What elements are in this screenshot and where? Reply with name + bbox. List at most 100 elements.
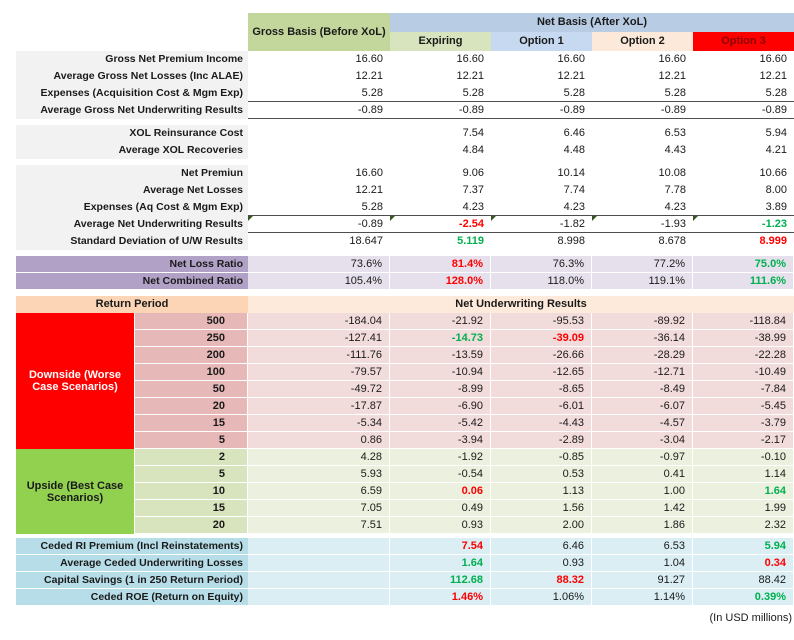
table-row: Standard Deviation of U/W Results18.6475…	[16, 233, 794, 250]
upside-label: Upside (Best Case Scenarios)	[16, 449, 135, 534]
return-period-value: 15	[135, 415, 248, 432]
cell-option-1: 2.00	[491, 517, 592, 534]
cell-expiring: -0.54	[390, 466, 491, 483]
cell-option-2: 77.2%	[592, 256, 693, 273]
cell-option-2: 4.23	[592, 199, 693, 216]
table-header: Gross Basis (Before XoL) Net Basis (Afte…	[16, 13, 794, 51]
cell-gross: 5.93	[248, 466, 390, 483]
cell-option-1: 76.3%	[491, 256, 592, 273]
table-row: Average Net Losses12.217.377.747.788.00	[16, 182, 794, 199]
cell-option-3: 1.14	[693, 466, 794, 483]
return-period-header: Return Period	[16, 296, 248, 313]
cell-option-1: -12.65	[491, 364, 592, 381]
return-period-value: 500	[135, 313, 248, 330]
return-period-value: 50	[135, 381, 248, 398]
cell-expiring: 112.68	[390, 572, 491, 589]
cell-option-2: -12.71	[592, 364, 693, 381]
cell-option-3: 8.999	[693, 233, 794, 250]
cell-option-3: 16.60	[693, 51, 794, 68]
table-row: Gross Net Premium Income16.6016.6016.601…	[16, 51, 794, 68]
cell-option-1: -1.82	[491, 216, 592, 233]
cell-option-3: -7.84	[693, 381, 794, 398]
cell-option-3: 4.21	[693, 142, 794, 159]
cell-option-2: 1.00	[592, 483, 693, 500]
return-period-value: 250	[135, 330, 248, 347]
column-headers: Expiring Option 1 Option 2 Option 3	[390, 32, 794, 51]
cell-option-3: 1.99	[693, 500, 794, 517]
table-row: Average Ceded Underwriting Losses1.640.9…	[16, 555, 794, 572]
cell-option-3: -118.84	[693, 313, 794, 330]
row-label-ceded-ri-premium-incl-reinstatements: Ceded RI Premium (Incl Reinstatements)	[16, 538, 248, 555]
cell-option-1: -26.66	[491, 347, 592, 364]
table-row: Net Combined Ratio105.4%128.0%118.0%119.…	[16, 273, 794, 290]
table-row: 55.93-0.540.530.411.14	[135, 466, 794, 483]
cell-option-2: -28.29	[592, 347, 693, 364]
cell-gross: 16.60	[248, 165, 390, 182]
cell-gross: 105.4%	[248, 273, 390, 290]
cell-expiring: 7.54	[390, 538, 491, 555]
cell-option-2: -36.14	[592, 330, 693, 347]
table-row: Average Gross Net Underwriting Results-0…	[16, 102, 794, 119]
cell-option-2: 1.42	[592, 500, 693, 517]
section-net-summary: Net Premiun16.609.0610.1410.0810.66Avera…	[16, 165, 794, 250]
cell-option-2: -89.92	[592, 313, 693, 330]
cell-option-2: 1.04	[592, 555, 693, 572]
cell-gross	[248, 555, 390, 572]
cell-gross: -0.89	[248, 102, 390, 119]
cell-expiring: 7.54	[390, 125, 491, 142]
cell-option-1: 1.13	[491, 483, 592, 500]
gross-basis-header: Gross Basis (Before XoL)	[248, 13, 390, 51]
cell-option-2: -6.07	[592, 398, 693, 415]
cell-option-3: 5.94	[693, 538, 794, 555]
reinsurance-analysis-spreadsheet: Gross Basis (Before XoL) Net Basis (Afte…	[16, 13, 794, 624]
cell-gross: -5.34	[248, 415, 390, 432]
table-row: Average Gross Net Losses (Inc ALAE)12.21…	[16, 68, 794, 85]
table-row: Ceded RI Premium (Incl Reinstatements) 7.…	[16, 538, 794, 555]
downside-label: Downside (Worse Case Scenarios)	[16, 313, 135, 449]
column-header-expiring: Expiring	[390, 32, 491, 51]
cell-option-2: 6.53	[592, 538, 693, 555]
cell-gross: -0.89	[248, 216, 390, 233]
table-row: 207.510.932.001.862.32	[135, 517, 794, 534]
cell-option-1: 0.53	[491, 466, 592, 483]
cell-option-1: 4.48	[491, 142, 592, 159]
cell-gross: 4.28	[248, 449, 390, 466]
cell-option-1: -39.09	[491, 330, 592, 347]
upside-rows: 24.28-1.92-0.85-0.97-0.1055.93-0.540.530…	[135, 449, 794, 534]
cell-gross: -184.04	[248, 313, 390, 330]
cell-expiring: -13.59	[390, 347, 491, 364]
cell-option-1: 6.46	[491, 538, 592, 555]
cell-gross: -17.87	[248, 398, 390, 415]
cell-option-3: 0.34	[693, 555, 794, 572]
cell-expiring: 1.46%	[390, 589, 491, 606]
cell-option-3: -38.99	[693, 330, 794, 347]
cell-option-1: 6.46	[491, 125, 592, 142]
cell-option-2: 16.60	[592, 51, 693, 68]
cell-option-1: 118.0%	[491, 273, 592, 290]
row-label-expenses-aq-cost-mgm-exp: Expenses (Aq Cost & Mgm Exp)	[16, 199, 248, 216]
row-label-net-loss-ratio: Net Loss Ratio	[16, 256, 248, 273]
row-label-expenses-acquisition-cost-mgm-exp: Expenses (Acquisition Cost & Mgm Exp)	[16, 85, 248, 102]
cell-option-3: -1.23	[693, 216, 794, 233]
cell-option-2: 91.27	[592, 572, 693, 589]
cell-expiring: 81.4%	[390, 256, 491, 273]
cell-expiring: 9.06	[390, 165, 491, 182]
cell-expiring: 1.64	[390, 555, 491, 572]
cell-expiring: -14.73	[390, 330, 491, 347]
table-row: 500-184.04-21.92-95.53-89.92-118.84	[135, 313, 794, 330]
corner-flag-icon	[248, 216, 253, 221]
cell-gross: -127.41	[248, 330, 390, 347]
cell-option-3: 0.39%	[693, 589, 794, 606]
cell-option-3: -2.17	[693, 432, 794, 449]
column-header-option-2: Option 2	[592, 32, 693, 51]
cell-option-3: -0.89	[693, 102, 794, 119]
cell-option-2: 5.28	[592, 85, 693, 102]
section-gross-summary: Gross Net Premium Income16.6016.6016.601…	[16, 51, 794, 119]
cell-option-1: -2.89	[491, 432, 592, 449]
return-period-value: 20	[135, 398, 248, 415]
cell-gross	[248, 572, 390, 589]
cell-option-3: -22.28	[693, 347, 794, 364]
row-label-net-premiun: Net Premiun	[16, 165, 248, 182]
cell-expiring: -1.92	[390, 449, 491, 466]
cell-option-1: 5.28	[491, 85, 592, 102]
